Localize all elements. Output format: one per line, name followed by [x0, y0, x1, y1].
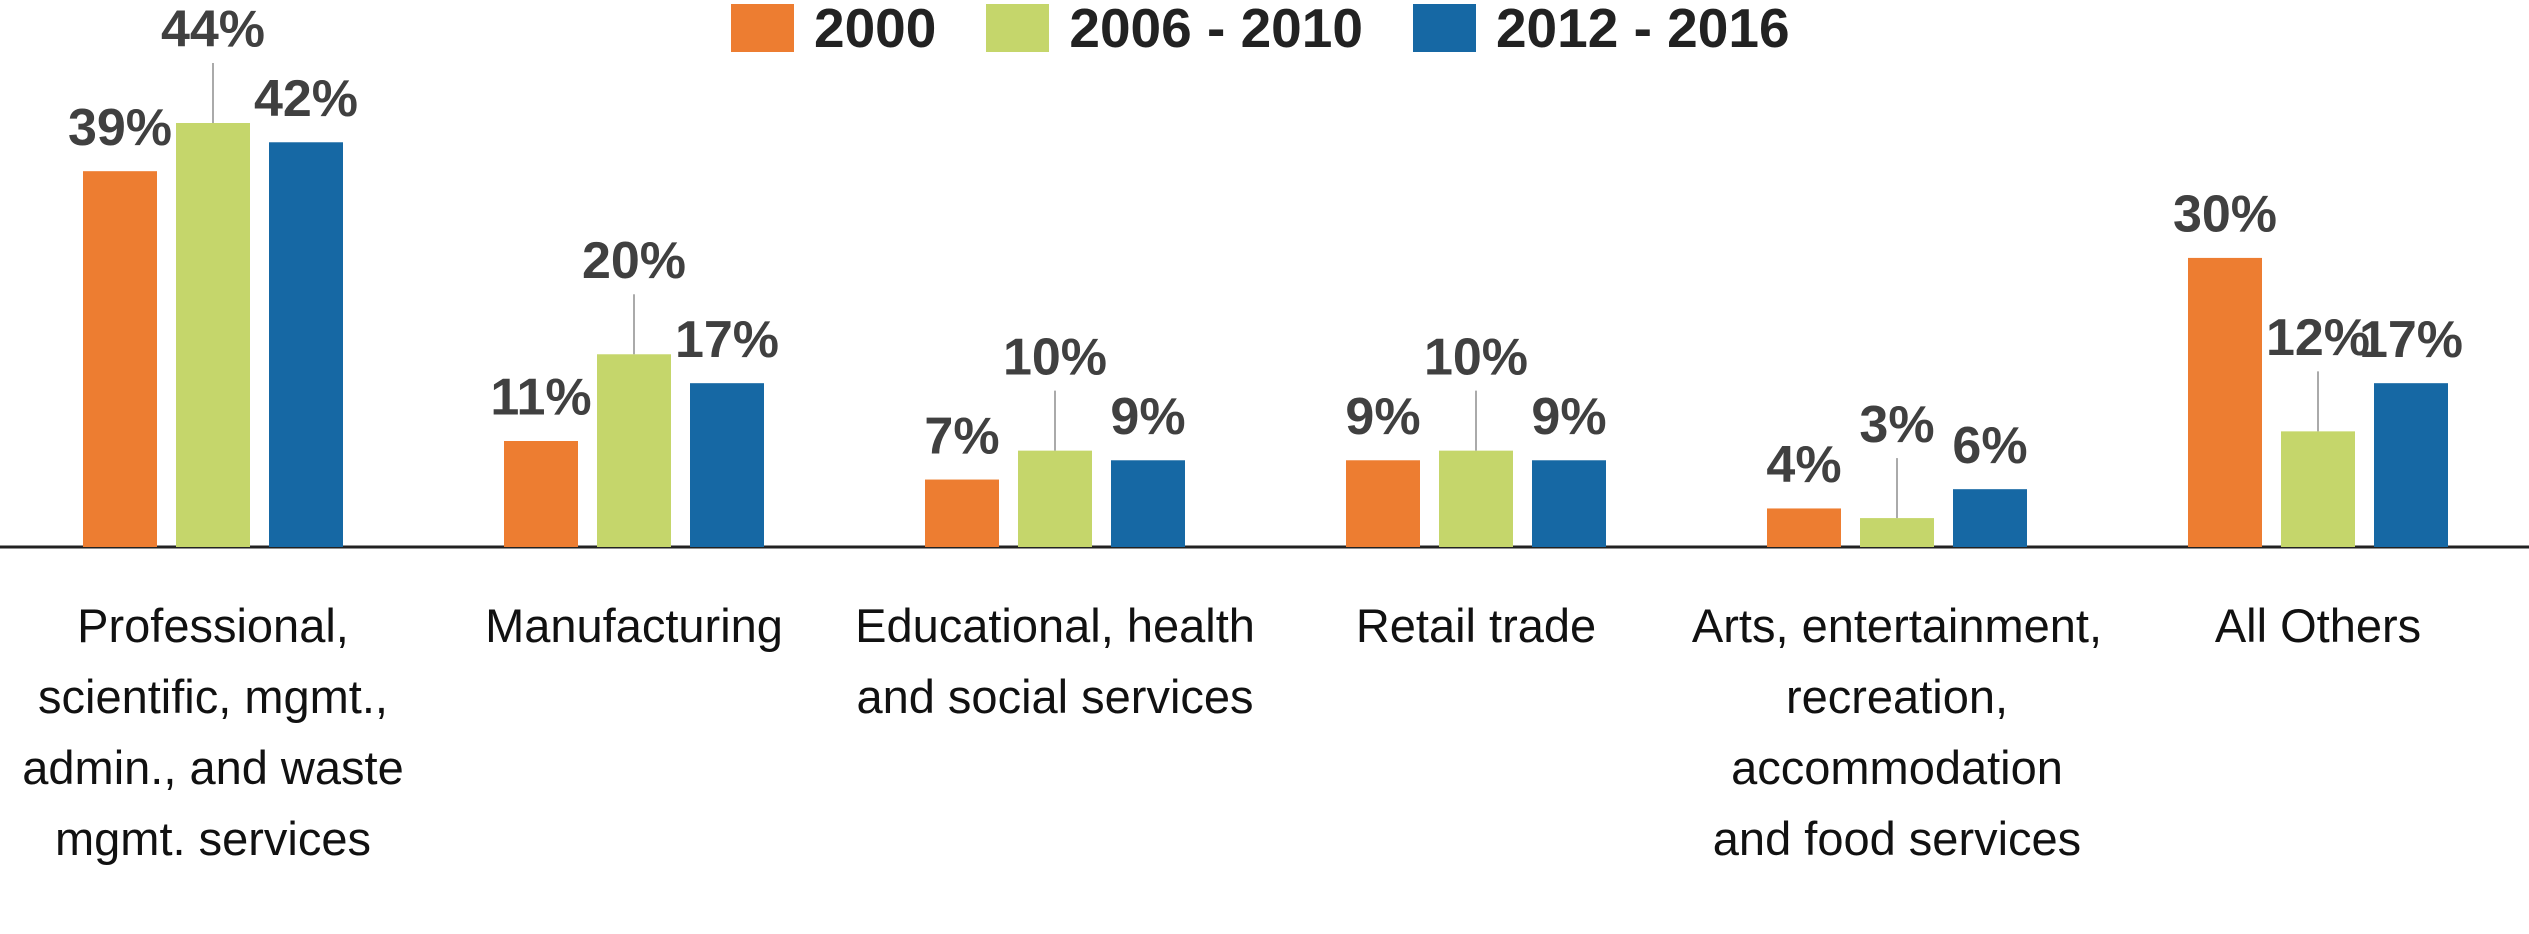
- bar: [2281, 431, 2355, 547]
- value-label: 42%: [254, 70, 358, 128]
- bar: [1439, 450, 1513, 547]
- value-label: 17%: [675, 311, 779, 369]
- value-label: 10%: [1424, 328, 1528, 386]
- legend-label: 2012 - 2016: [1495, 0, 1790, 59]
- bar: [83, 171, 157, 547]
- legend-swatch: [986, 4, 1050, 52]
- x-tick-label: Educational, health and social services: [855, 599, 1255, 723]
- value-label: 10%: [1003, 328, 1107, 386]
- legend-item: 2012 - 2016: [1412, 0, 1790, 60]
- legend: 2000 2006 - 2010 2012 - 2016: [731, 0, 1790, 60]
- bar: [1860, 518, 1934, 547]
- bar: [1018, 450, 1092, 547]
- bar: [2188, 257, 2262, 547]
- value-label: 17%: [2359, 311, 2463, 369]
- bar: [1532, 460, 1606, 547]
- bar: [504, 441, 578, 547]
- value-label: 9%: [1345, 388, 1420, 446]
- value-label: 20%: [582, 232, 686, 290]
- x-tick-label: Professional, scientific, mgmt., admin.,…: [22, 599, 404, 865]
- legend-label: 2006 - 2010: [1069, 0, 1363, 59]
- bar: [176, 123, 250, 547]
- bar: [925, 479, 999, 547]
- x-tick-label: Retail trade: [1355, 599, 1597, 652]
- value-label: 6%: [1952, 417, 2027, 475]
- value-label: 7%: [924, 407, 999, 465]
- x-tick-label: Arts, entertainment, recreation, accommo…: [1691, 599, 2103, 865]
- legend-swatch: [731, 4, 794, 52]
- x-tick-label: Manufacturing: [485, 599, 783, 652]
- value-label: 44%: [161, 1, 265, 59]
- value-label: 4%: [1766, 436, 1841, 494]
- legend-item: 2006 - 2010: [986, 0, 1363, 60]
- value-label: 30%: [2173, 186, 2277, 244]
- value-label: 9%: [1110, 388, 1185, 446]
- bar: [1346, 460, 1420, 547]
- bar: [2374, 383, 2448, 547]
- value-label: 12%: [2266, 309, 2370, 367]
- legend-item: 2000: [731, 0, 936, 60]
- value-label: 3%: [1859, 396, 1934, 454]
- bar: [1953, 489, 2027, 547]
- legend-swatch: [1412, 4, 1476, 52]
- x-tick-label: All Others: [2214, 599, 2422, 652]
- bar: [597, 354, 671, 547]
- bar: [1111, 460, 1185, 547]
- value-label: 39%: [68, 99, 172, 157]
- bar: [690, 383, 764, 547]
- bar: [1767, 508, 1841, 547]
- value-label: 9%: [1531, 388, 1606, 446]
- bar: [269, 142, 343, 548]
- value-label: 11%: [490, 369, 591, 427]
- legend-label: 2000: [814, 0, 937, 59]
